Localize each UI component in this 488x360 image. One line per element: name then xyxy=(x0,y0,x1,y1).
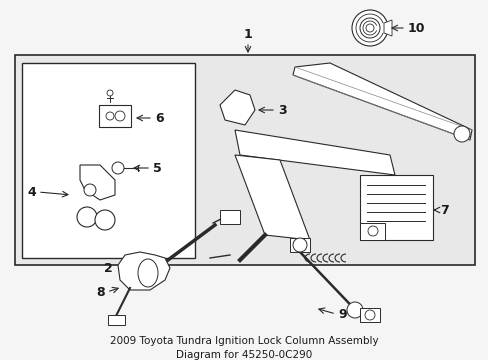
Circle shape xyxy=(84,184,96,196)
Circle shape xyxy=(112,162,124,174)
Bar xyxy=(220,210,240,224)
Text: 2009 Toyota Tundra Ignition Lock Column Assembly
Diagram for 45250-0C290: 2009 Toyota Tundra Ignition Lock Column … xyxy=(110,336,378,360)
Text: 3: 3 xyxy=(278,104,286,117)
Polygon shape xyxy=(80,165,115,200)
Text: 8: 8 xyxy=(96,287,105,300)
Polygon shape xyxy=(235,130,394,175)
Text: 6: 6 xyxy=(155,112,163,125)
Text: 7: 7 xyxy=(439,203,448,216)
Circle shape xyxy=(107,90,113,96)
Bar xyxy=(22,63,195,258)
Polygon shape xyxy=(220,90,254,125)
Text: 2: 2 xyxy=(103,261,112,274)
Polygon shape xyxy=(235,155,309,240)
Text: 9: 9 xyxy=(337,309,346,321)
Circle shape xyxy=(367,226,377,236)
Circle shape xyxy=(364,310,374,320)
Bar xyxy=(108,315,125,325)
Bar xyxy=(99,105,131,127)
Text: 4: 4 xyxy=(27,185,36,198)
Circle shape xyxy=(95,210,115,230)
Circle shape xyxy=(106,112,114,120)
Circle shape xyxy=(351,10,387,46)
Circle shape xyxy=(115,111,125,121)
Text: 5: 5 xyxy=(153,162,162,175)
Text: 1: 1 xyxy=(243,28,252,41)
Circle shape xyxy=(77,207,97,227)
Circle shape xyxy=(292,238,306,252)
Bar xyxy=(359,175,432,240)
Bar xyxy=(289,238,309,252)
Circle shape xyxy=(346,302,362,318)
Polygon shape xyxy=(118,252,170,290)
Bar xyxy=(359,308,379,322)
Circle shape xyxy=(359,18,379,38)
Circle shape xyxy=(453,126,469,142)
Ellipse shape xyxy=(138,259,158,287)
Circle shape xyxy=(365,24,373,32)
Text: 10: 10 xyxy=(407,22,425,35)
Polygon shape xyxy=(383,20,391,36)
Bar xyxy=(359,223,384,240)
Bar xyxy=(15,55,474,265)
Polygon shape xyxy=(292,63,471,140)
